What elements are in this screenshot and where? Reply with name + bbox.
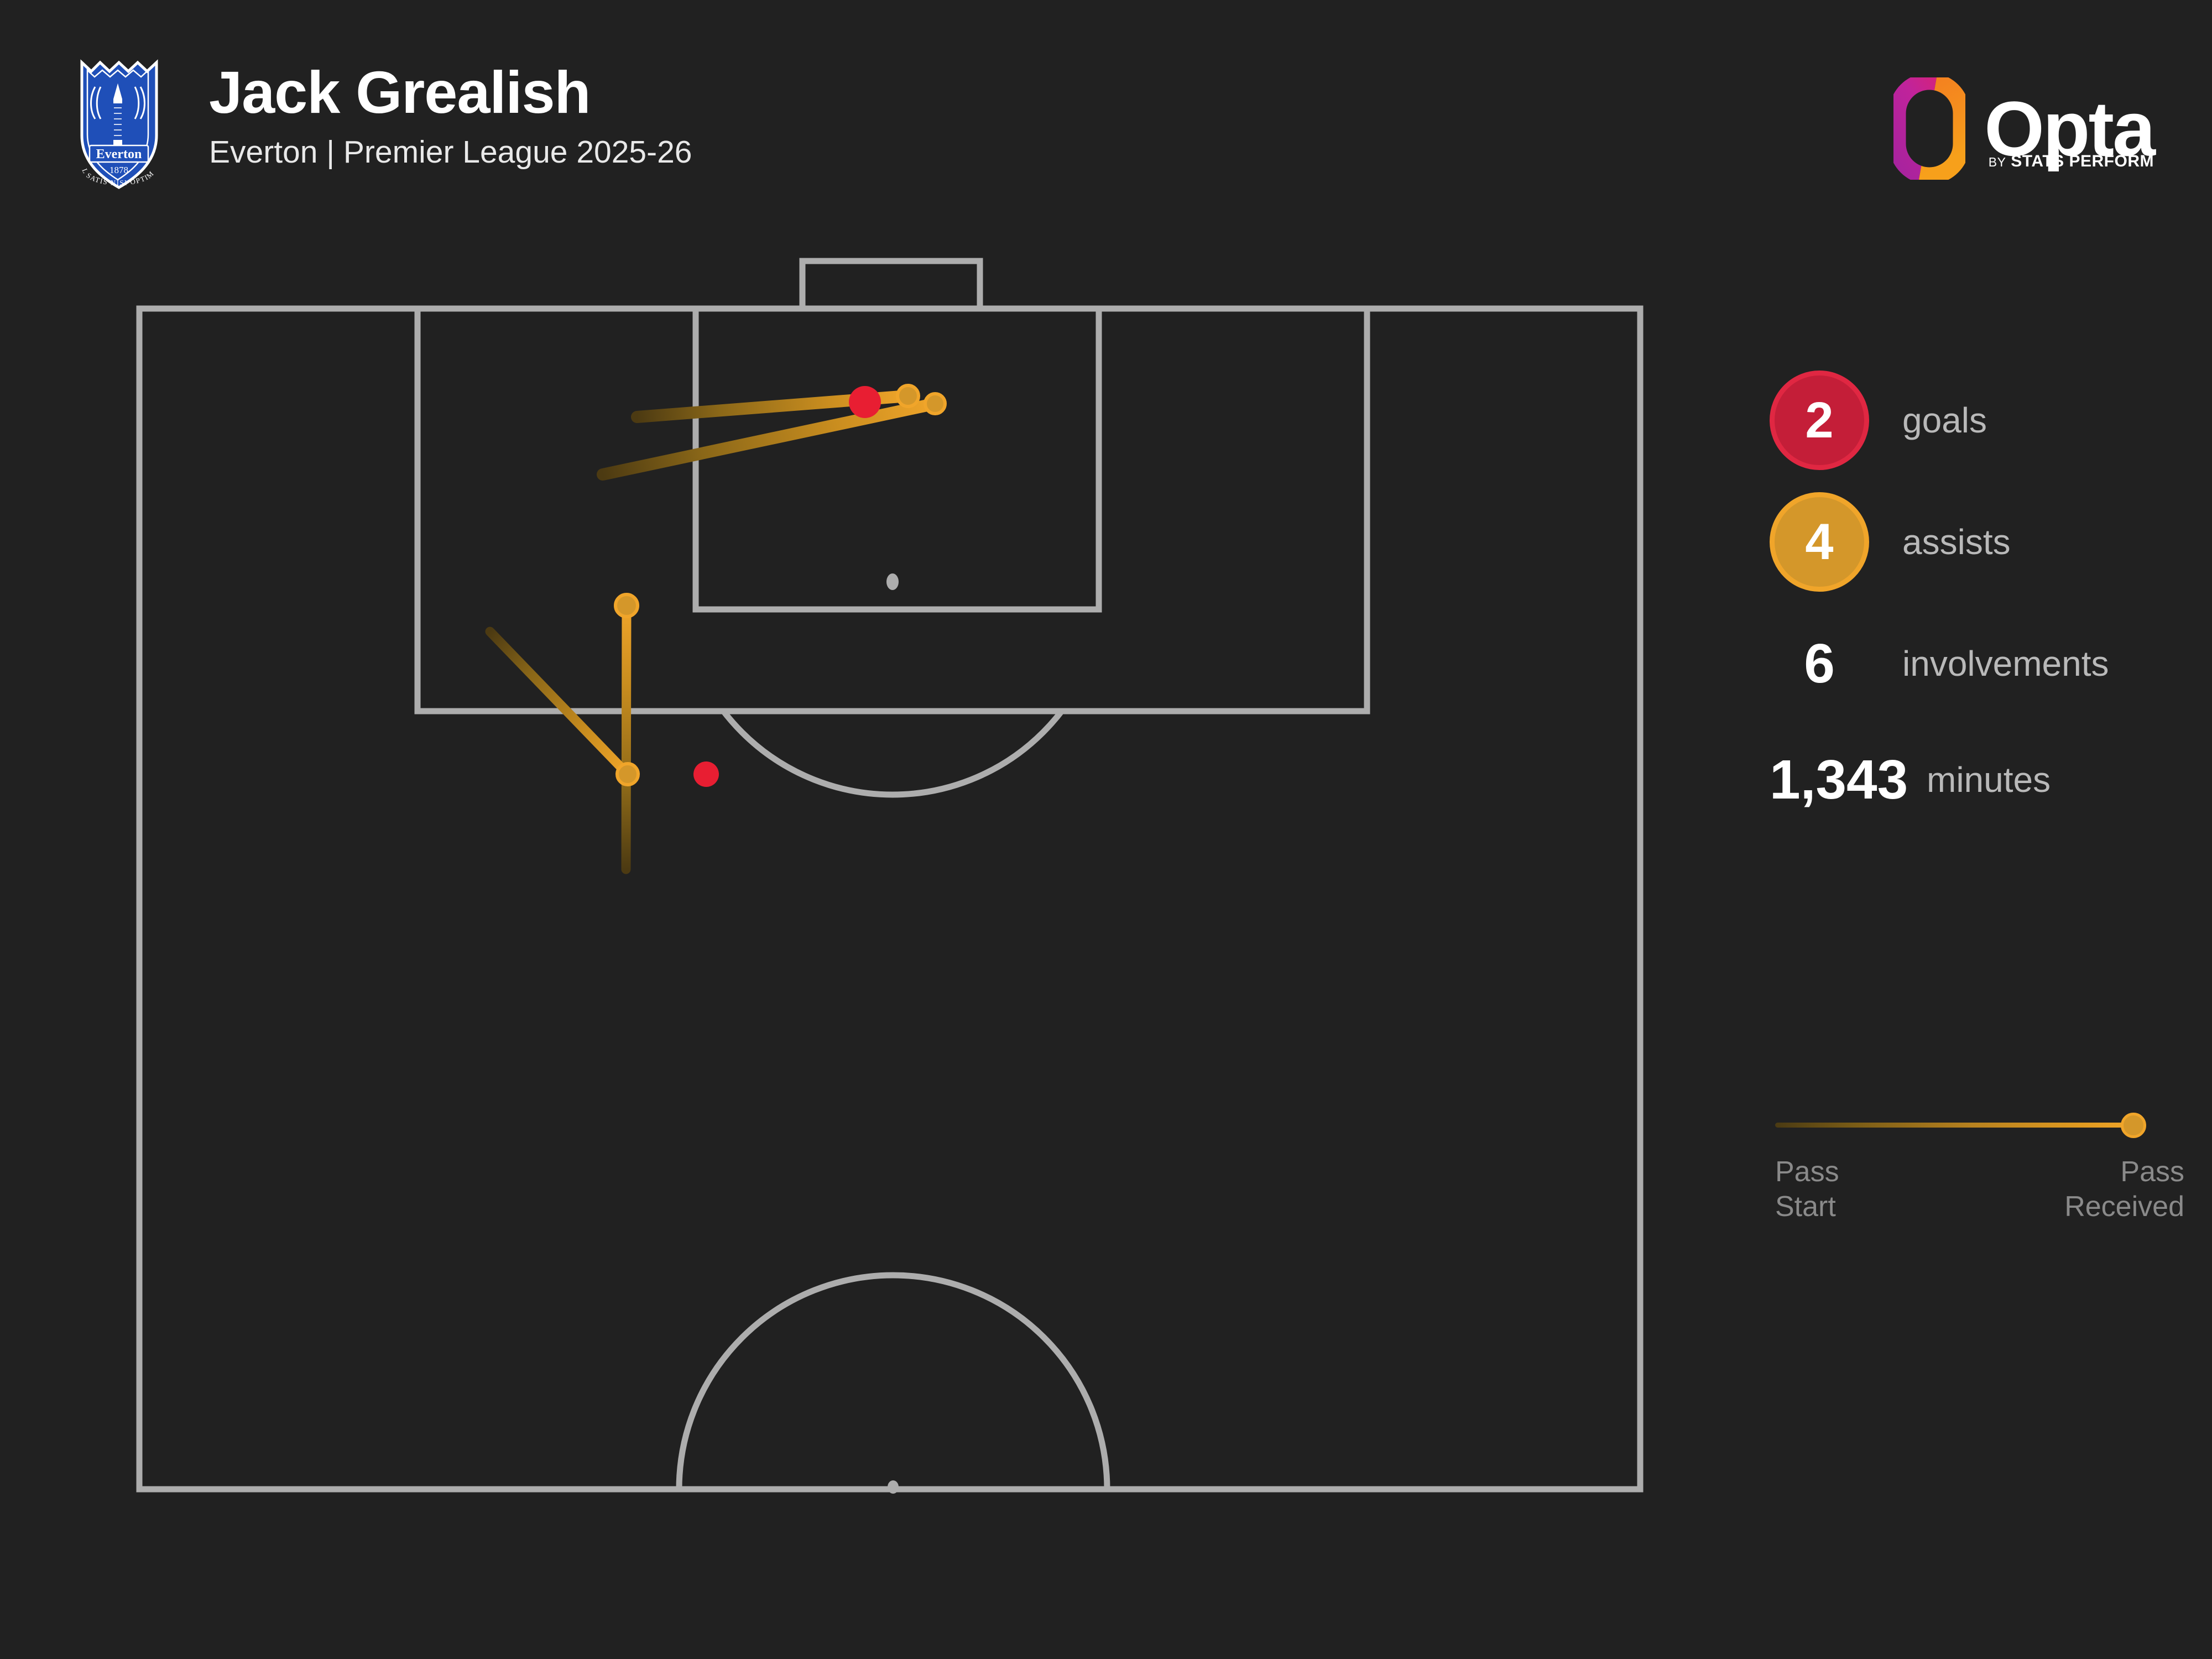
opta-logo: Opta BY STATS PERFORM [1893,77,2156,180]
legend-end-line1: Pass [2120,1156,2184,1188]
assist-pass-line [621,601,632,874]
legend-gradient-bar [1775,1106,2184,1145]
goal-net [799,258,983,312]
pitch-visualisation [136,258,1644,1494]
assist-marker [614,593,639,618]
pass-legend: Pass Start Pass Received [1775,1106,2184,1225]
legend-start-line2: Start [1775,1191,1836,1223]
penalty-arc [719,711,1066,798]
goal-marker [849,386,881,418]
svg-text:Everton: Everton [96,147,142,161]
assist-marker [924,392,947,415]
pitch-markings [136,258,1644,1493]
page-title: Jack Grealish [209,59,591,126]
assist-pass-lines [485,390,941,874]
opta-mark-icon [1893,77,1966,180]
pitch-boundary [136,305,1644,1493]
legend-gradient-line [1775,1123,2135,1128]
legend-start-line1: Pass [1775,1156,1839,1188]
minutes-value: 1,343 [1770,749,1908,811]
header: Everton 1878 NIL SATIS NISI OPTIMUM Jack… [51,46,692,191]
stat-row-assists: 4 assists [1770,481,2190,603]
legend-start-label: Pass Start [1775,1155,1839,1225]
assist-markers [614,384,947,786]
goal-markers [693,386,881,787]
assists-label: assists [1902,522,2011,562]
assists-badge: 4 [1770,492,1869,592]
legend-end-line2: Received [2064,1191,2184,1223]
goals-value: 2 [1805,392,1834,448]
involvements-value: 6 [1804,633,1835,695]
assist-pass-line [597,398,941,481]
penalty-spot [886,573,899,590]
legend-labels: Pass Start Pass Received [1775,1155,2184,1225]
involvements-label: involvements [1902,644,2109,684]
stat-row-minutes: 1,343 minutes [1770,752,2190,807]
assist-pass-line [485,627,633,779]
goal-marker [693,761,719,787]
penalty-area [414,305,1370,714]
goals-badge: 2 [1770,371,1869,470]
player-meta: Everton | Premier League 2025-26 [209,134,692,170]
opta-name: Opta [1984,85,2156,172]
legend-end-dot-icon [2121,1113,2146,1138]
opta-byline-text: STATS PERFORM [2011,152,2154,170]
header-text: Jack Grealish Everton | Premier League 2… [209,53,692,168]
legend-end-label: Pass Received [2064,1155,2184,1225]
pitch-svg [136,258,1644,1494]
assist-marker [615,762,640,786]
six-yard-box [692,305,1102,613]
stat-row-involvements: 6 involvements [1770,603,2190,724]
opta-wordmark: Opta BY STATS PERFORM [1984,85,2156,172]
stat-row-goals: 2 goals [1770,359,2190,481]
assists-value: 4 [1805,514,1834,570]
involvements-badge: 6 [1770,614,1869,713]
opta-byline: BY STATS PERFORM [1989,152,2154,171]
minutes-label: minutes [1927,760,2051,800]
svg-text:1878: 1878 [109,165,128,175]
centre-spot [888,1480,899,1494]
centre-circle [676,1272,1110,1489]
assist-marker [896,384,920,408]
goals-label: goals [1902,400,1987,440]
stats-panel: 2 goals 4 assists 6 involvements 1,343 m… [1770,359,2190,807]
opta-byline-prefix: BY [1988,154,2006,169]
everton-crest: Everton 1878 NIL SATIS NISI OPTIMUM [51,46,182,191]
